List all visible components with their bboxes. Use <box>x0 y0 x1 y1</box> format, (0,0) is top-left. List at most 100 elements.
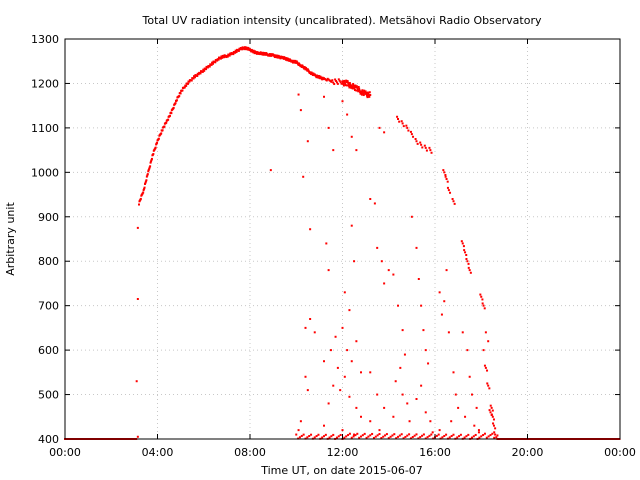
data-point <box>334 78 337 81</box>
data-point <box>452 371 455 374</box>
data-point <box>206 66 209 69</box>
data-point <box>493 436 496 439</box>
data-point <box>142 189 145 192</box>
data-point <box>341 80 344 83</box>
data-point <box>471 436 473 439</box>
data-point <box>148 166 151 169</box>
data-point <box>451 198 454 200</box>
data-point <box>353 87 356 90</box>
data-point <box>341 429 344 432</box>
data-point <box>420 304 423 307</box>
data-point <box>149 161 152 164</box>
data-point <box>443 434 446 437</box>
data-point <box>148 167 151 170</box>
data-point <box>454 393 457 396</box>
data-point <box>364 90 367 93</box>
data-point <box>457 406 460 409</box>
data-point <box>145 179 148 182</box>
data-point <box>360 371 362 374</box>
data-point <box>297 93 300 96</box>
data-point <box>493 431 496 434</box>
data-point <box>368 91 371 94</box>
data-point <box>323 435 325 438</box>
data-point <box>302 175 305 178</box>
data-point <box>174 102 177 105</box>
data-point <box>456 436 459 439</box>
data-point <box>406 126 409 129</box>
data-point <box>443 171 446 174</box>
data-point <box>384 434 387 437</box>
data-point <box>337 435 340 438</box>
data-point <box>413 434 416 437</box>
data-point <box>415 246 418 249</box>
data-point <box>352 435 355 438</box>
data-point <box>446 180 449 183</box>
data-point <box>327 269 330 272</box>
data-point <box>368 95 371 98</box>
data-point <box>403 353 406 356</box>
data-point <box>353 260 356 263</box>
data-point <box>360 435 362 438</box>
data-point <box>336 366 339 369</box>
data-point <box>276 54 279 57</box>
x-tick-label: 12:00 <box>327 446 359 459</box>
data-point <box>409 130 412 133</box>
data-point <box>299 420 302 423</box>
data-point <box>361 89 364 92</box>
data-point <box>343 81 346 84</box>
data-point <box>217 58 220 61</box>
data-point <box>183 86 186 89</box>
data-point <box>362 94 365 97</box>
data-point <box>376 434 379 437</box>
data-point <box>268 54 271 57</box>
x-tick-label: 20:00 <box>512 446 544 459</box>
data-point <box>309 228 312 231</box>
data-point <box>484 331 487 334</box>
data-point <box>348 309 351 312</box>
data-point <box>404 435 407 438</box>
data-point <box>369 198 372 200</box>
data-point <box>328 436 331 439</box>
data-point <box>339 433 342 436</box>
data-point <box>360 415 362 418</box>
data-point <box>423 144 426 147</box>
data-point <box>464 251 467 254</box>
data-point <box>365 436 368 439</box>
data-point <box>468 375 471 378</box>
data-point <box>351 87 354 90</box>
data-point <box>354 434 357 437</box>
data-point <box>469 271 472 274</box>
data-point <box>483 432 486 435</box>
data-point <box>197 73 200 76</box>
data-point <box>447 189 450 192</box>
data-point <box>358 436 361 439</box>
data-point <box>401 329 404 332</box>
data-point <box>358 89 361 92</box>
data-point <box>150 159 153 162</box>
data-point <box>420 384 423 387</box>
data-point <box>323 360 325 363</box>
data-point <box>323 424 325 427</box>
data-point <box>489 434 492 437</box>
data-point <box>210 63 213 66</box>
data-point <box>340 82 343 85</box>
x-tick-label: 00:00 <box>49 446 81 459</box>
data-point <box>219 57 222 60</box>
data-point <box>332 384 335 387</box>
grid <box>64 38 621 440</box>
data-point <box>406 402 409 405</box>
data-point <box>389 435 392 438</box>
data-point <box>353 433 356 436</box>
data-point <box>221 56 224 59</box>
data-point <box>383 282 386 285</box>
data-point <box>356 432 359 435</box>
data-point <box>192 77 195 80</box>
data-point <box>473 424 476 427</box>
data-point <box>402 437 405 440</box>
data-point <box>193 76 196 79</box>
data-point <box>483 364 486 367</box>
data-point <box>424 349 427 352</box>
data-point <box>450 420 453 423</box>
data-point <box>482 349 485 352</box>
data-point <box>348 432 351 435</box>
